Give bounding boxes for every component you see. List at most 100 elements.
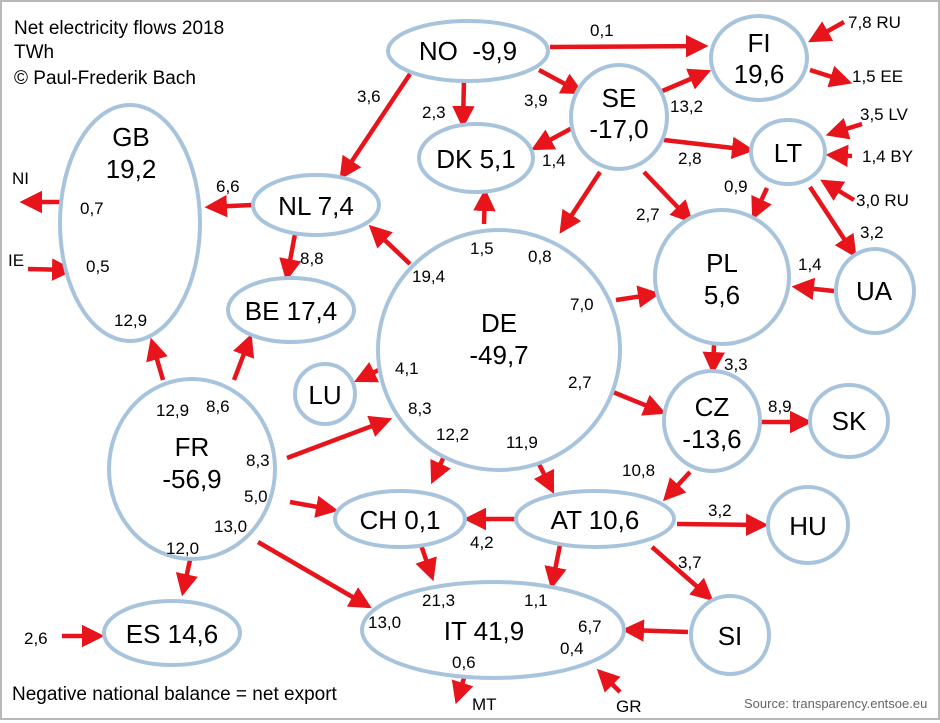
- node-ua-label: UA: [856, 276, 893, 306]
- flow-label: 3,2: [708, 501, 732, 520]
- arrow-fr-es: [175, 559, 198, 597]
- node-labels: NO -9,9 FI 19,6 SE -17,0 GB 19,2 DK 5,1 …: [106, 28, 893, 651]
- flow-label: 3,7: [678, 553, 702, 572]
- arrow-no-se: [537, 68, 584, 95]
- flow-label: 4,2: [470, 533, 494, 552]
- flow-label: 8,6: [206, 397, 230, 416]
- arrow-pl-cz: [702, 344, 725, 375]
- arrow-fr-it: [256, 540, 372, 609]
- node-no-label: NO -9,9: [419, 36, 517, 66]
- flow-label: 1,5 EE: [852, 67, 903, 86]
- arrow-no-nl: [339, 72, 412, 180]
- flow-label: 7,0: [570, 295, 594, 314]
- flow-labels: 0,1 7,8 RU 3,6 2,3 3,9 1,5 EE 13,2 3,5 L…: [8, 13, 913, 672]
- node-hu-label: HU: [789, 511, 827, 541]
- node-lt-shape: [749, 118, 827, 186]
- node-pl-shape: [653, 208, 791, 346]
- arrow-se-lt: [663, 136, 755, 160]
- flow-label: 2,7: [568, 373, 592, 392]
- flow-label: 1,4: [542, 151, 566, 170]
- flow-label: 7,8 RU: [848, 13, 901, 32]
- arrow-fr-de: [286, 415, 393, 461]
- node-nl-shape: [251, 173, 381, 237]
- node-fr-value: -56,9: [162, 464, 221, 494]
- arrow-fr-ch: [289, 495, 339, 518]
- flow-label: 0,9: [724, 177, 748, 196]
- flow-label: 3,3: [724, 355, 748, 374]
- arrow-no-dk: [452, 78, 475, 129]
- arrow-se-fi: [659, 68, 712, 95]
- node-pl-value: 5,6: [704, 280, 740, 310]
- node-sk-label: SK: [832, 406, 867, 436]
- arrow-ua-pl: [791, 277, 835, 301]
- arrow-ch-it: [415, 544, 437, 582]
- nodes: [58, 14, 916, 680]
- flow-label: 3,5 LV: [860, 105, 909, 124]
- node-dk-label: DK 5,1: [436, 144, 516, 174]
- node-cz-value: -13,6: [682, 424, 741, 454]
- node-be-label: BE 17,4: [245, 296, 338, 326]
- node-de-shape: [376, 228, 622, 472]
- node-be-shape: [226, 276, 356, 344]
- flow-label: 6,6: [216, 177, 240, 196]
- flow-label: 12,2: [436, 425, 469, 444]
- node-si-label: SI: [718, 621, 743, 651]
- arrow-lt-pl: [751, 187, 772, 221]
- arrow-se-de: [559, 170, 602, 234]
- node-si-shape: [689, 594, 771, 676]
- node-nl-label: NL 7,4: [278, 191, 354, 221]
- node-sk-shape: [808, 383, 890, 459]
- flow-label: 3,6: [357, 87, 381, 106]
- flow-label: 0,8: [528, 247, 552, 266]
- arrow-by-lt: [825, 144, 853, 168]
- node-hu-shape: [766, 485, 850, 565]
- arrow-de-nl: [368, 224, 412, 266]
- node-fi-value: 19,6: [734, 59, 785, 89]
- arrow-si-it: [621, 619, 689, 642]
- node-gb-value: 19,2: [106, 154, 157, 184]
- flow-label: 13,2: [670, 97, 703, 116]
- flow-label: 0,4: [560, 639, 584, 658]
- outside-gr: GR: [616, 697, 642, 716]
- arrow-ie-gb: [27, 258, 75, 281]
- arrow-de-pl: [615, 285, 661, 308]
- flow-label: 0,5: [86, 257, 110, 276]
- node-gb-name: GB: [112, 122, 150, 152]
- arrow-de-at: [533, 460, 555, 495]
- node-es-label: ES 14,6: [126, 619, 219, 649]
- arrow-at-si: [650, 545, 714, 601]
- flow-label: 1,5: [470, 239, 494, 258]
- diagram-title: Net electricity flows 2018: [14, 18, 224, 39]
- node-no-shape: [386, 19, 550, 83]
- source-note: Source: transparency.entsoe.eu: [744, 696, 927, 711]
- arrow-at-it: [544, 544, 567, 590]
- flow-label: 3,0 RU: [856, 191, 909, 210]
- flow-label: 10,8: [622, 461, 655, 480]
- node-ch-shape: [333, 489, 467, 549]
- arrow-nl-gb: [204, 194, 253, 218]
- node-fi-name: FI: [747, 28, 770, 58]
- flow-label: 8,9: [768, 397, 792, 416]
- flow-label: 2,6: [24, 629, 48, 648]
- flow-label: 0,6: [452, 653, 476, 672]
- arrow-lv-lt: [825, 117, 863, 140]
- arrow-cz-at: [662, 470, 692, 502]
- node-at-label: AT 10,6: [551, 505, 640, 535]
- flow-label: 3,2: [860, 223, 884, 242]
- node-it-shape: [360, 580, 626, 680]
- node-fi-shape: [709, 14, 809, 102]
- node-at-shape: [514, 489, 676, 549]
- arrow-de-cz: [607, 387, 667, 416]
- node-lu-label: LU: [308, 380, 341, 410]
- flow-label: 8,3: [246, 451, 270, 470]
- flow-label: 0,7: [80, 199, 104, 218]
- flow-arrows: [19, 20, 863, 705]
- flow-label: 21,3: [422, 591, 455, 610]
- flow-label: 13,0: [368, 613, 401, 632]
- flow-label: 2,8: [678, 149, 702, 168]
- flow-label: 4,1: [395, 359, 419, 378]
- arrow-at-hu: [676, 513, 769, 537]
- node-dk-shape: [417, 122, 535, 194]
